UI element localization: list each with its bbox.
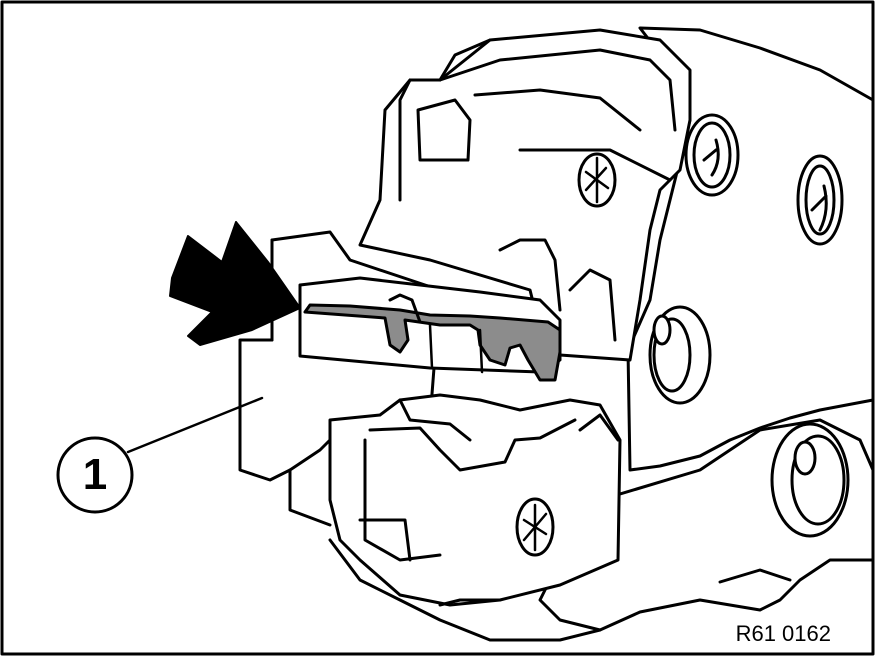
tool-base <box>328 538 602 642</box>
callout-circle <box>56 436 134 514</box>
arrow-icon <box>169 221 301 346</box>
plate-bolt-middle <box>648 305 712 405</box>
plate-rivet-upper <box>684 113 740 197</box>
handle-bolt <box>770 422 850 538</box>
upper-jaw-screw <box>577 152 617 208</box>
lower-die-block <box>328 393 622 607</box>
callout-number: 1 <box>82 450 108 499</box>
crimping-die-insert <box>303 303 562 382</box>
lower-die-screw <box>515 497 555 557</box>
callout-leader <box>126 396 264 454</box>
figure-reference-code: R61 0162 <box>733 621 833 646</box>
plate-rivet-right <box>796 154 844 246</box>
